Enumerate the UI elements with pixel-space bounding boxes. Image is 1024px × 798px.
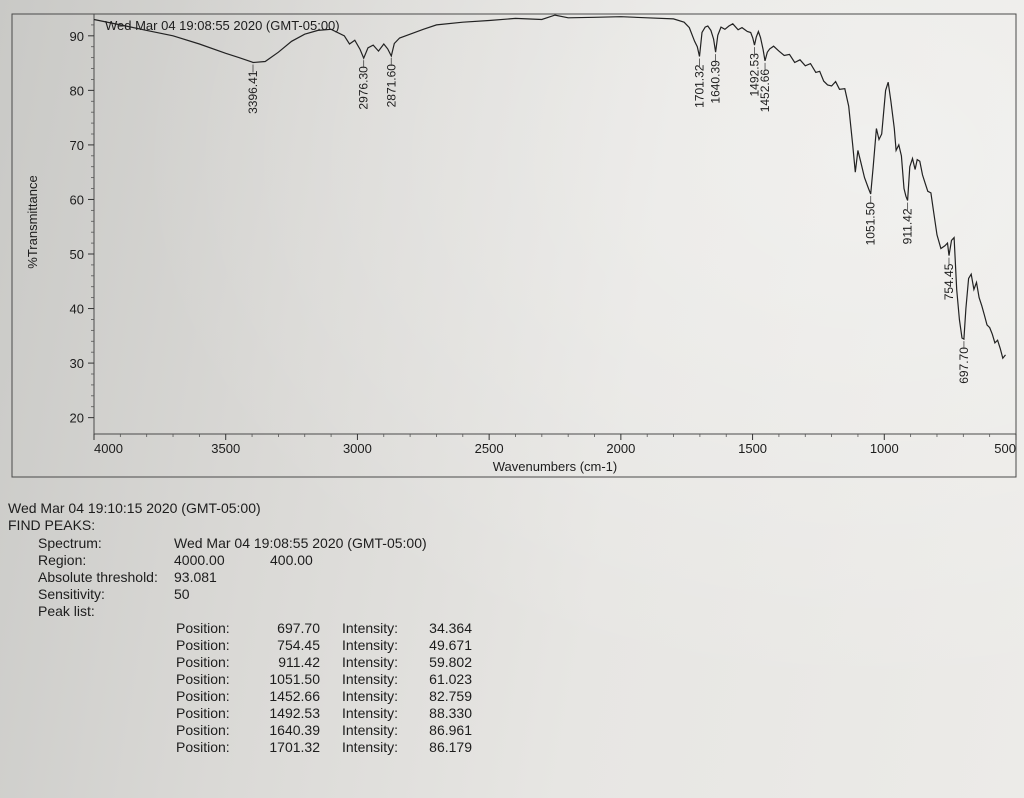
intensity-value: 88.330 [429,705,472,721]
y-tick-label: 20 [70,411,84,426]
position-value: 1051.50 [269,671,320,687]
position-label: Position: [176,637,230,653]
threshold-label: Absolute threshold: [38,569,158,585]
position-value: 1492.53 [269,705,320,721]
find-peaks-report: Wed Mar 04 19:10:15 2020 (GMT-05:00) FIN… [8,500,528,780]
plot-area-frame [93,13,1017,435]
intensity-value: 82.759 [429,688,472,704]
x-tick-label: 500 [994,441,1016,456]
intensity-label: Intensity: [342,739,399,755]
y-axis: 20 30 40 50 60 70 80 90 [70,24,94,426]
x-tick-label: 2500 [475,441,504,456]
x-tick-label: 1000 [870,441,899,456]
intensity-label: Intensity: [342,654,399,670]
intensity-label: Intensity: [342,637,399,653]
y-tick-label: 50 [70,247,84,262]
position-value: 697.70 [277,620,320,636]
peak-label: 1452.66 [758,69,772,113]
peak-label: 2871.60 [384,64,398,108]
y-tick-label: 30 [70,356,84,371]
position-value: 1701.32 [269,739,320,755]
y-axis-label: %Transmittance [25,175,40,268]
intensity-label: Intensity: [342,671,399,687]
chart-title: Wed Mar 04 19:08:55 2020 (GMT-05:00) [105,18,340,33]
sensitivity-value: 50 [174,586,190,602]
peak-label: 754.45 [942,263,956,300]
peak-label: 1640.39 [709,60,723,104]
region-end: 400.00 [270,552,313,568]
intensity-value: 34.364 [429,620,472,636]
intensity-value: 86.179 [429,739,472,755]
y-tick-label: 60 [70,192,84,207]
intensity-label: Intensity: [342,722,399,738]
spectrum-label: Spectrum: [38,535,102,551]
peak-label: 2976.30 [357,66,371,110]
peak-label: 911.42 [901,208,915,244]
peak-annotations: 3396.41 2976.30 2871.60 1701.32 1640.39 1492.… [246,47,971,384]
y-tick-label: 90 [70,29,84,44]
x-tick-label: 2000 [606,441,635,456]
spectrum-series-line [93,14,1006,360]
ir-spectrum-chart: Wed Mar 04 19:08:55 2020 (GMT-05:00) 20 3… [11,13,1017,478]
position-label: Position: [176,654,230,670]
y-tick-label: 80 [70,83,84,98]
position-value: 754.45 [277,637,320,653]
peak-label: 1701.32 [693,64,707,108]
x-tick-label: 3000 [343,441,372,456]
position-label: Position: [176,620,230,636]
position-value: 911.42 [278,654,320,670]
position-value: 1640.39 [269,722,320,738]
intensity-value: 86.961 [429,722,472,738]
x-tick-label: 3500 [211,441,240,456]
y-tick-label: 70 [70,138,84,153]
intensity-label: Intensity: [342,620,399,636]
x-axis: 4000 3500 3000 2500 2000 1500 1000 500 [93,434,1017,456]
peak-label: 1492.53 [748,53,762,97]
x-tick-label: 1500 [738,441,767,456]
x-tick-label: 4000 [94,441,123,456]
peak-label: 697.70 [957,347,971,384]
region-label: Region: [38,552,87,568]
report-timestamp: Wed Mar 04 19:10:15 2020 (GMT-05:00) [8,500,261,516]
region-start: 4000.00 [174,552,225,568]
peak-list-label: Peak list: [38,603,95,619]
position-label: Position: [176,671,230,687]
spectrum-value: Wed Mar 04 19:08:55 2020 (GMT-05:00) [174,535,427,551]
y-tick-label: 40 [70,302,84,317]
intensity-value: 49.671 [429,637,472,653]
threshold-value: 93.081 [174,569,217,585]
report-command: FIND PEAKS: [8,517,96,533]
peak-label: 1051.50 [864,202,878,246]
position-label: Position: [176,739,230,755]
intensity-label: Intensity: [342,688,399,704]
position-label: Position: [176,688,230,704]
x-axis-label: Wavenumbers (cm-1) [493,459,617,474]
intensity-value: 59.802 [429,654,472,670]
peak-label: 3396.41 [246,70,260,114]
intensity-value: 61.023 [429,671,472,687]
intensity-label: Intensity: [342,705,399,721]
sensitivity-label: Sensitivity: [38,586,105,602]
position-label: Position: [176,722,230,738]
position-label: Position: [176,705,230,721]
position-value: 1452.66 [269,688,320,704]
